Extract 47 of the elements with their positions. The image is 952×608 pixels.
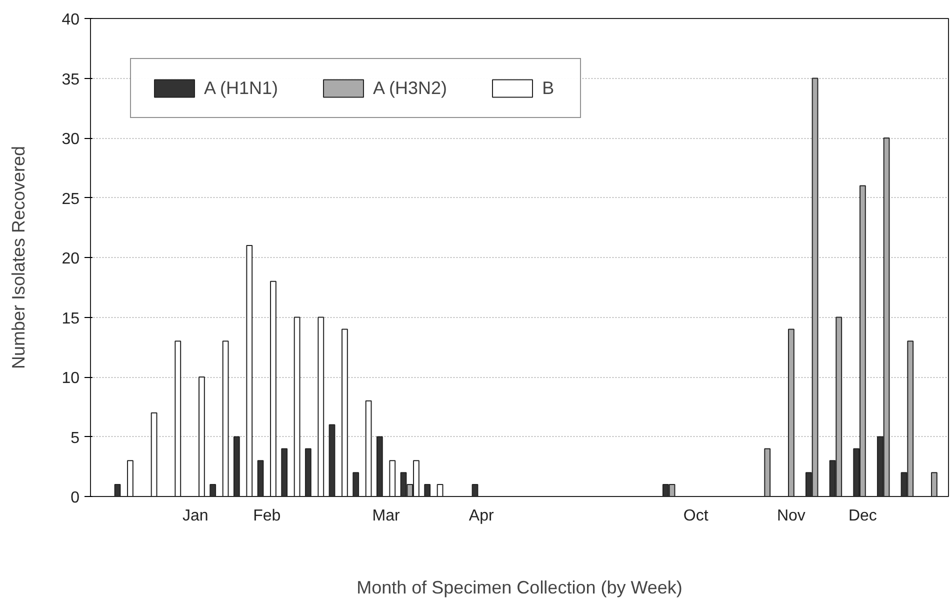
legend-label: B <box>542 78 556 98</box>
bar <box>114 484 121 496</box>
bar <box>365 400 372 496</box>
bar <box>352 472 360 496</box>
legend-label: A (H3N2) <box>373 78 448 98</box>
bar <box>281 448 288 496</box>
bar <box>389 460 396 496</box>
y-tick-label: 25 <box>62 190 80 208</box>
bar <box>246 245 253 496</box>
x-tick-label: Jan <box>182 508 208 524</box>
y-tick-label: 20 <box>62 250 80 268</box>
bar <box>198 376 205 496</box>
bar <box>764 448 771 496</box>
bar <box>150 412 158 496</box>
x-tick-label: Nov <box>776 508 806 524</box>
x-tick-label: Apr <box>468 508 494 524</box>
bar <box>174 340 182 496</box>
bar <box>222 340 229 496</box>
bar <box>210 484 216 496</box>
x-tick-label: Oct <box>683 508 709 524</box>
x-tick-label: Feb <box>253 508 281 524</box>
bar <box>342 328 348 496</box>
y-tick-label: 35 <box>62 71 80 88</box>
x-tick-label: Mar <box>372 508 400 524</box>
bar <box>270 280 276 496</box>
y-tick-label: 15 <box>62 310 80 328</box>
bar <box>931 472 938 496</box>
x-axis-title: Month of Specimen Collection (by Week) <box>356 578 682 598</box>
y-tick-label: 30 <box>62 131 80 148</box>
y-tick-label: 5 <box>70 430 80 447</box>
bar <box>472 484 478 496</box>
bar <box>257 460 264 496</box>
bar <box>318 316 324 496</box>
bar <box>233 436 240 496</box>
bar <box>127 460 134 496</box>
bar <box>436 484 444 496</box>
bar <box>424 484 431 496</box>
y-tick-label: 10 <box>62 370 80 387</box>
bar <box>304 448 312 496</box>
x-tick-label: Dec <box>848 508 877 524</box>
bar <box>294 316 300 496</box>
legend-label: A (H1N1) <box>204 78 278 98</box>
bar <box>328 424 336 496</box>
y-tick-label: 0 <box>70 490 80 506</box>
bar <box>376 436 383 496</box>
y-tick-label: 40 <box>62 12 80 28</box>
y-axis-title: Number Isolates Recovered <box>8 146 29 370</box>
